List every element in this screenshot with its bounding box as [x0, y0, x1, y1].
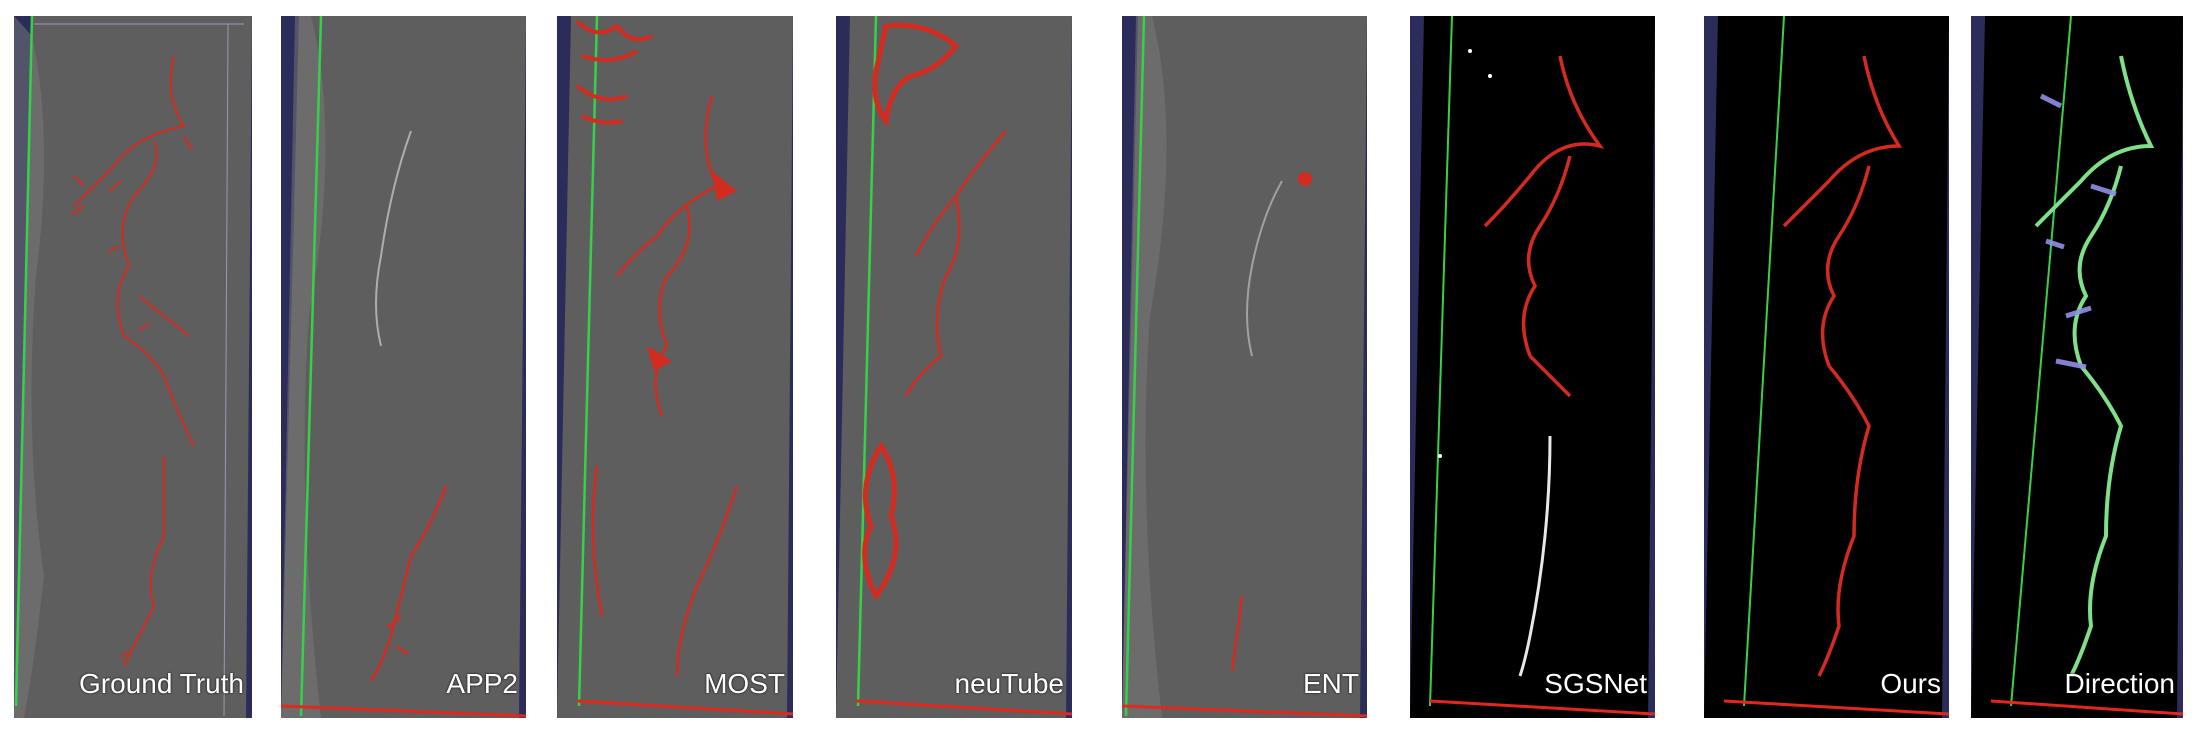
panel-most: MOST: [557, 16, 793, 718]
volume-render-ent: [1122, 16, 1367, 718]
caption-ent: ENT: [1303, 668, 1359, 699]
caption-ours: Ours: [1880, 668, 1941, 699]
caption-direction: Direction: [2064, 668, 2175, 699]
volume-render-direction: [1971, 16, 2183, 718]
panel-ground-truth: Ground Truth: [14, 16, 252, 718]
volume-render-most: [557, 16, 793, 718]
caption-app2: APP2: [446, 668, 518, 699]
caption-most: MOST: [704, 668, 785, 699]
volume-render-sgsnet: [1410, 16, 1655, 718]
panel-direction: Direction: [1971, 16, 2183, 718]
panel-ours: Ours: [1704, 16, 1949, 718]
panel-app2: APP2: [281, 16, 526, 718]
caption-neutube: neuTube: [954, 668, 1065, 699]
caption-sgsnet: SGSNet: [1544, 668, 1647, 699]
panel-neutube: neuTube: [836, 16, 1072, 718]
volume-render-app2: [281, 16, 526, 718]
caption-ground-truth: Ground Truth: [79, 668, 244, 699]
panel-sgsnet: SGSNet: [1410, 16, 1655, 718]
volume-render-ground-truth: [14, 16, 252, 718]
volume-render-neutube: [836, 16, 1072, 718]
panel-ent: ENT: [1122, 16, 1367, 718]
volume-render-ours: [1704, 16, 1949, 718]
